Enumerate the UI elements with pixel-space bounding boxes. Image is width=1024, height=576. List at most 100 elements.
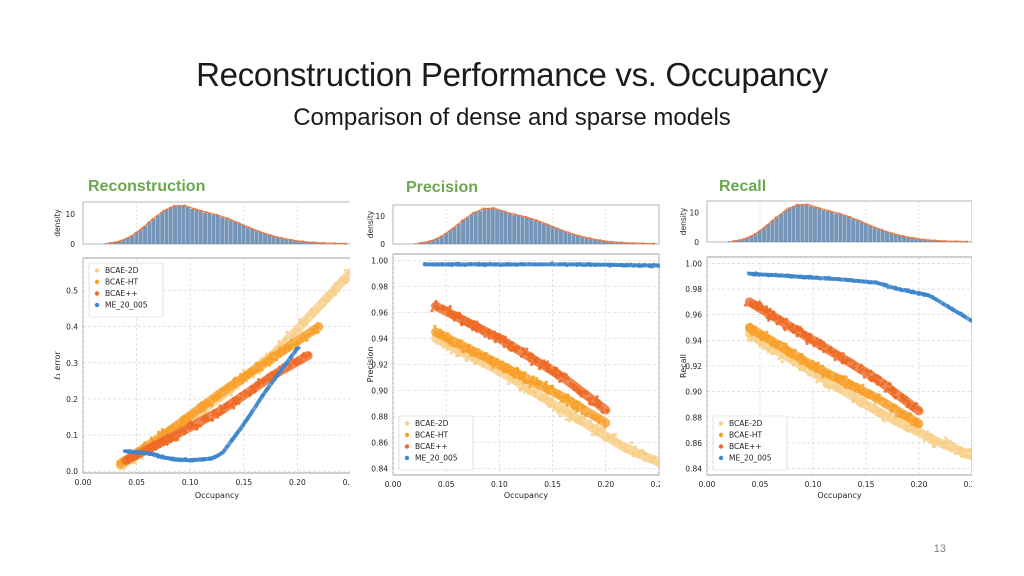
scatter-point — [528, 385, 532, 389]
y-axis-label: Recall — [679, 354, 688, 378]
histogram-bar — [293, 240, 298, 244]
histogram-bar — [288, 239, 293, 244]
xtick-label: 0.25 — [964, 480, 972, 489]
xtick-label: 0.20 — [911, 480, 928, 489]
histogram-bar — [215, 215, 220, 244]
ytick-label: 0.86 — [685, 439, 702, 448]
density-point — [205, 211, 208, 214]
histogram-ytick: 10 — [689, 209, 699, 218]
ytick-label: 0.2 — [66, 395, 78, 404]
density-point — [838, 212, 841, 215]
density-point — [912, 236, 915, 240]
histogram-bar — [130, 235, 135, 244]
xtick-label: 0.25 — [343, 478, 350, 487]
legend-label: ME_20_005 — [105, 301, 148, 310]
histogram-bar — [584, 237, 589, 244]
histogram-bar — [147, 221, 152, 244]
scatter-point — [455, 354, 459, 358]
histogram-bar — [435, 238, 440, 244]
series-trend-band — [123, 346, 300, 463]
histogram-bar — [935, 240, 940, 242]
histogram-bar — [516, 215, 521, 244]
scatter-point — [430, 309, 434, 313]
series-trend-band — [747, 271, 972, 324]
histogram-bar — [787, 207, 792, 242]
histogram-bar — [271, 236, 276, 244]
ytick-label: 0.90 — [371, 387, 388, 396]
series-me-20-005 — [122, 346, 301, 463]
histogram-bar — [310, 242, 315, 244]
legend: BCAE-2D BCAE-HT BCAE++ ME_20_005 — [398, 415, 474, 471]
density-point — [524, 215, 528, 219]
histogram-bar — [305, 242, 310, 244]
legend: BCAE-2D BCAE-HT BCAE++ ME_20_005 — [712, 415, 788, 471]
histogram-bar — [414, 243, 419, 244]
histogram-bar — [461, 219, 466, 244]
histogram-bar — [194, 209, 199, 244]
histogram-bar — [151, 218, 156, 244]
density-point — [599, 239, 602, 242]
histogram-bar — [427, 241, 431, 244]
histogram-ytick: 0 — [70, 240, 75, 249]
histogram-bar — [482, 208, 487, 244]
histogram-bar — [431, 239, 436, 244]
series-trend-band — [744, 323, 924, 429]
histogram-bar — [168, 207, 173, 244]
histogram-bar — [851, 218, 856, 242]
histogram-bar — [593, 239, 597, 244]
scatter-point — [433, 324, 437, 328]
histogram-bar — [766, 224, 771, 242]
xtick-label: 0.00 — [75, 478, 92, 487]
histogram-bar — [444, 233, 448, 244]
histogram-bar — [580, 236, 585, 244]
histogram-bar — [490, 207, 495, 244]
histogram-bar — [181, 205, 186, 244]
histogram-bar — [859, 222, 864, 242]
series-trend-band — [744, 297, 924, 416]
density-point — [344, 242, 347, 245]
series-me-20-005 — [422, 261, 660, 269]
histogram-bar — [486, 208, 491, 244]
density-point — [215, 213, 219, 217]
histogram-bar — [228, 219, 233, 244]
histogram-bar — [258, 232, 263, 244]
histogram-bar — [503, 212, 508, 244]
density-point — [323, 241, 326, 245]
legend-marker — [404, 421, 410, 426]
histogram-bar — [868, 225, 873, 242]
histogram-bar — [876, 228, 881, 242]
density-point — [172, 204, 176, 208]
density-point — [954, 240, 958, 243]
series-trend-band — [431, 334, 660, 467]
scatter-plot: 0.00 0.05 0.10 0.15 0.20 0.25 0.0 0.1 0.2 0.3 0.4 0… — [53, 257, 350, 500]
density-point — [301, 240, 304, 243]
chart-recall: 010density0.000.050.100.150.200.250.840.… — [679, 200, 972, 500]
ytick-label: 0.98 — [685, 285, 702, 294]
histogram-ytick: 10 — [65, 210, 75, 219]
y-axis-label: Precision — [366, 347, 375, 383]
density-point — [108, 241, 111, 245]
density-point — [162, 209, 165, 213]
histogram-bar — [224, 218, 229, 244]
legend-marker — [94, 291, 100, 296]
histogram-bar — [601, 240, 606, 244]
histogram-bar — [267, 234, 272, 244]
histogram-bar — [893, 234, 898, 242]
density-point — [742, 237, 746, 241]
series-me-20-005 — [746, 271, 972, 324]
histogram-bar — [456, 223, 461, 244]
legend-box — [398, 415, 474, 471]
ytick-label: 0.94 — [371, 335, 388, 344]
legend-label: ME_20_005 — [415, 454, 458, 463]
ytick-label: 0.86 — [371, 439, 388, 448]
density-point — [514, 213, 517, 216]
series-trend-band — [744, 329, 972, 461]
density-point — [439, 235, 443, 238]
histogram-bar — [914, 238, 919, 242]
histogram-ytick: 10 — [375, 212, 385, 221]
legend-label: BCAE++ — [729, 442, 762, 451]
histogram-bar — [297, 241, 302, 244]
histogram-bar — [897, 235, 902, 242]
density-point — [226, 217, 229, 220]
